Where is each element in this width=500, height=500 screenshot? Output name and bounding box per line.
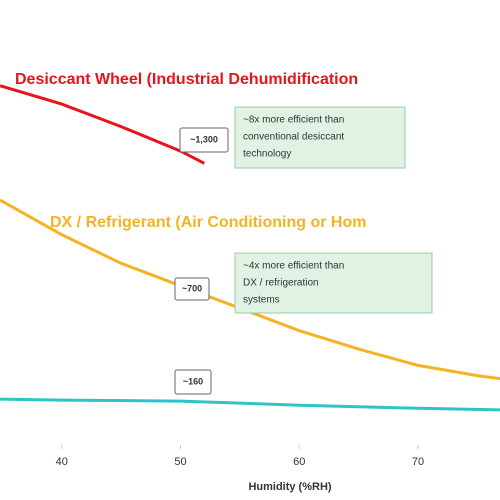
callout-label: ~1,300 [190,134,218,144]
callout-label: ~700 [182,283,202,293]
series-label: Desiccant Wheel (Industrial Dehumidifica… [15,71,358,88]
callout-box [174,277,210,301]
x-tick-label: 50 [174,456,186,468]
note-text: DX / refrigeration [243,278,319,289]
note-text: conventional desiccant [243,132,344,143]
callout-box [179,127,229,153]
x-axis-title: Humidity (%RH) [248,481,331,493]
note-text: systems [243,295,280,306]
callout-label: ~160 [183,376,203,386]
line [0,198,500,381]
note-text: technology [243,149,291,160]
callout-box [174,369,212,395]
series-label: DX / Refrigerant (Air Conditioning or Ho… [50,214,366,231]
x-tick-label: 40 [56,456,68,468]
line [0,397,500,412]
note-text: ~8x more efficient than [243,115,344,126]
note-box [234,106,406,169]
line [0,84,205,165]
x-tick-label: 60 [293,456,305,468]
note-box [234,252,433,314]
note-text: ~4x more efficient than [243,261,344,272]
x-tick-label: 70 [412,456,424,468]
